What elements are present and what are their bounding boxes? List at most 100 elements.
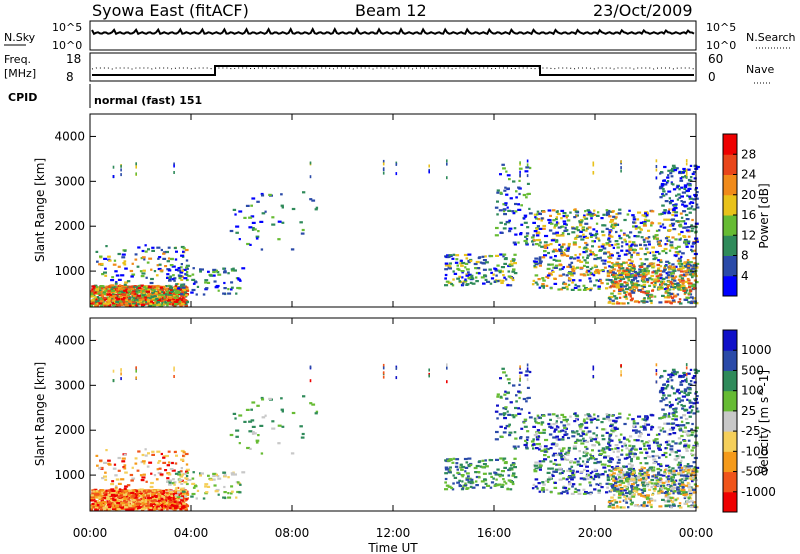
velocity-cell [567,436,571,440]
velocity-cell [509,480,513,483]
velocity-cell [256,404,260,407]
power-cell [149,294,154,297]
power-cell [542,279,546,282]
velocity-cell [168,495,173,498]
power-cell [541,256,546,259]
power-cell [692,274,695,277]
velocity-cell [582,437,585,440]
power-cell [659,265,663,268]
power-cell [616,269,621,272]
velocity-cell [300,436,305,439]
velocity-cell [632,429,636,432]
velocity-cell [137,507,140,510]
power-cell [614,274,618,277]
velocity-cell [142,500,147,503]
power-cell [140,299,145,302]
velocity-cell [159,473,164,476]
power-cell [646,291,650,294]
power-cell [659,273,662,276]
power-cell [682,289,687,292]
power-cell [599,279,603,282]
power-cell [637,231,642,234]
power-cell [91,292,95,295]
velocity-cell [130,497,134,500]
power-cell [130,291,135,294]
power-cell [151,289,156,292]
power-cell [250,215,255,218]
velocity-cell [686,465,690,468]
power-cell [621,241,624,244]
power-cell [625,284,629,287]
power-cell [134,291,139,295]
velocity-cell [601,473,605,476]
power-cell [112,294,117,298]
power-cell [545,243,550,247]
power-cell [250,204,253,207]
velocity-cell [686,446,690,449]
velocity-cell [596,441,600,444]
velocity-cell [157,502,161,505]
velocity-cell [565,427,568,430]
power-cell [647,236,651,239]
velocity-cell [553,428,558,431]
velocity-cell [666,422,671,425]
power-cell [230,286,234,289]
power-cell [630,244,633,247]
power-cell [156,293,159,296]
velocity-cell [520,408,523,411]
velocity-cell [160,508,163,511]
velocity-cell [245,408,250,411]
power-cell [237,277,240,280]
power-cell [618,208,622,211]
power-cell [161,289,165,292]
power-cell [504,202,508,205]
power-cell [171,297,176,301]
power-cell [657,241,661,244]
power-cell [590,212,595,215]
power-cell [205,287,209,290]
velocity-cell [490,481,495,484]
velocity-cell [605,446,610,449]
velocity-cell [610,422,615,426]
velocity-cell [630,464,634,467]
power-cell [695,191,699,194]
velocity-cell [525,436,530,439]
power-cell [551,270,555,273]
velocity-cell [611,414,614,417]
power-cell [693,193,697,197]
velocity-cell [465,477,468,480]
power-cell [260,248,264,251]
velocity-cell [190,495,194,498]
velocity-cell [534,485,538,488]
velocity-cell [585,454,588,457]
power-cell [500,281,504,284]
power-cell [642,280,646,283]
power-cell [178,274,183,278]
power-cell [124,281,129,284]
power-cell [560,252,565,255]
power-cell [567,242,571,246]
velocity-cell [227,492,230,495]
power-cell [530,236,535,239]
velocity-cell [509,468,514,471]
power-cell [634,225,638,228]
power-cell [578,235,583,238]
power-cell [555,231,559,234]
power-cell [612,289,616,293]
power-cell [127,288,131,291]
velocity-cell [151,450,155,453]
velocity-cell [501,474,504,477]
power-cell [555,218,558,221]
velocity-cell [593,458,598,461]
power-cell [594,232,599,236]
power-cell [146,288,151,291]
power-cell [448,265,452,268]
power-cell [172,292,177,295]
velocity-cell [639,474,643,477]
velocity-cell [540,449,544,452]
power-cell [514,202,518,206]
power-cell [543,254,548,257]
velocity-cell [164,454,169,458]
velocity-cell [609,439,614,442]
power-cell [553,226,556,229]
